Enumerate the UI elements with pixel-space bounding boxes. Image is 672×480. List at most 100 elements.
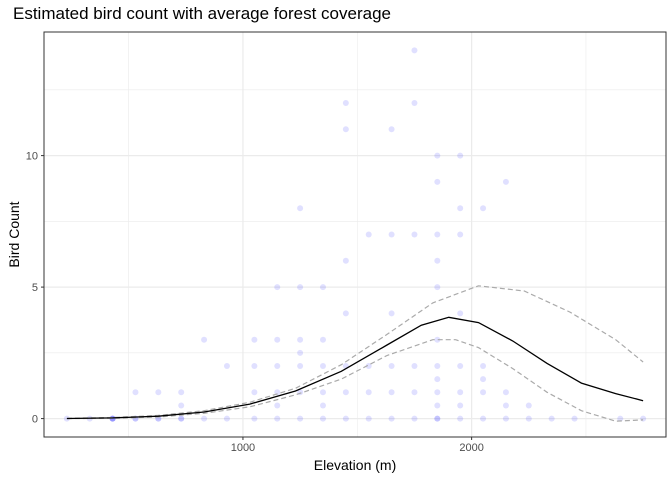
data-point xyxy=(480,389,487,396)
y-tick-label: 10 xyxy=(26,151,38,163)
data-point xyxy=(201,336,208,343)
data-point xyxy=(480,376,487,383)
data-point xyxy=(457,205,464,212)
panel-background xyxy=(44,32,666,437)
data-point xyxy=(319,284,326,291)
data-point xyxy=(342,100,349,107)
data-point xyxy=(388,389,395,396)
data-point xyxy=(274,415,281,422)
point-layer xyxy=(63,47,647,422)
data-point xyxy=(319,336,326,343)
data-point xyxy=(411,231,418,238)
data-point xyxy=(297,336,304,343)
data-point xyxy=(388,362,395,369)
data-point xyxy=(502,389,509,396)
data-point xyxy=(502,178,509,185)
data-point xyxy=(297,349,304,356)
fit-line xyxy=(66,316,644,420)
data-point xyxy=(132,389,139,396)
data-point xyxy=(411,362,418,369)
data-point xyxy=(411,100,418,107)
tick-layer: 1000 2000 0 5 10 xyxy=(26,151,484,454)
data-point xyxy=(457,402,464,409)
x-tick-label: 1000 xyxy=(231,442,255,454)
data-point xyxy=(274,336,281,343)
data-point xyxy=(365,231,372,238)
data-point xyxy=(178,389,185,396)
grid-layer xyxy=(44,32,666,437)
data-point xyxy=(457,389,464,396)
data-point xyxy=(571,415,578,422)
data-point xyxy=(297,362,304,369)
data-point xyxy=(178,415,185,422)
data-point xyxy=(342,257,349,264)
data-point xyxy=(434,402,441,409)
x-axis-title: Elevation (m) xyxy=(314,457,396,473)
data-point xyxy=(434,362,441,369)
data-point xyxy=(342,310,349,317)
data-point xyxy=(434,376,441,383)
data-point xyxy=(457,362,464,369)
y-tick-label: 0 xyxy=(32,414,38,426)
data-point xyxy=(434,152,441,159)
ci-upper-line xyxy=(66,285,644,419)
data-point xyxy=(480,205,487,212)
data-point xyxy=(342,415,349,422)
data-point xyxy=(342,126,349,133)
data-point xyxy=(251,362,258,369)
data-point xyxy=(297,284,304,291)
data-point xyxy=(457,152,464,159)
data-point xyxy=(274,362,281,369)
data-point xyxy=(525,415,532,422)
data-point xyxy=(640,415,647,422)
data-point xyxy=(411,389,418,396)
line-layer xyxy=(66,285,644,422)
data-point xyxy=(434,415,441,422)
data-point xyxy=(411,47,418,54)
x-tick-label: 2000 xyxy=(459,442,483,454)
data-point xyxy=(457,310,464,317)
data-point xyxy=(434,415,441,422)
panel-border xyxy=(43,31,667,438)
data-point xyxy=(297,415,304,422)
data-point xyxy=(388,126,395,133)
data-point xyxy=(434,231,441,238)
data-point xyxy=(388,231,395,238)
data-point xyxy=(434,284,441,291)
data-point xyxy=(319,402,326,409)
data-point xyxy=(274,284,281,291)
data-point xyxy=(251,415,258,422)
data-point xyxy=(319,362,326,369)
data-point xyxy=(434,178,441,185)
data-point xyxy=(502,402,509,409)
data-point xyxy=(365,415,372,422)
data-point xyxy=(525,402,532,409)
data-point xyxy=(434,257,441,264)
data-point xyxy=(319,415,326,422)
data-point xyxy=(201,415,208,422)
data-point xyxy=(223,362,230,369)
data-point xyxy=(480,415,487,422)
data-point xyxy=(342,389,349,396)
data-point xyxy=(617,415,624,422)
data-point xyxy=(274,402,281,409)
data-point xyxy=(63,415,70,422)
data-point xyxy=(480,362,487,369)
ci-lower-line xyxy=(66,339,644,422)
chart-title: Estimated bird count with average forest… xyxy=(13,4,391,23)
data-point xyxy=(457,415,464,422)
data-point xyxy=(251,336,258,343)
data-point xyxy=(457,231,464,238)
data-point xyxy=(178,402,185,409)
data-point xyxy=(365,362,372,369)
data-point xyxy=(365,389,372,396)
data-point xyxy=(297,205,304,212)
data-point xyxy=(548,415,555,422)
data-point xyxy=(434,336,441,343)
data-point xyxy=(223,415,230,422)
data-point xyxy=(411,415,418,422)
data-point xyxy=(388,310,395,317)
data-point xyxy=(502,415,509,422)
data-point xyxy=(319,389,326,396)
